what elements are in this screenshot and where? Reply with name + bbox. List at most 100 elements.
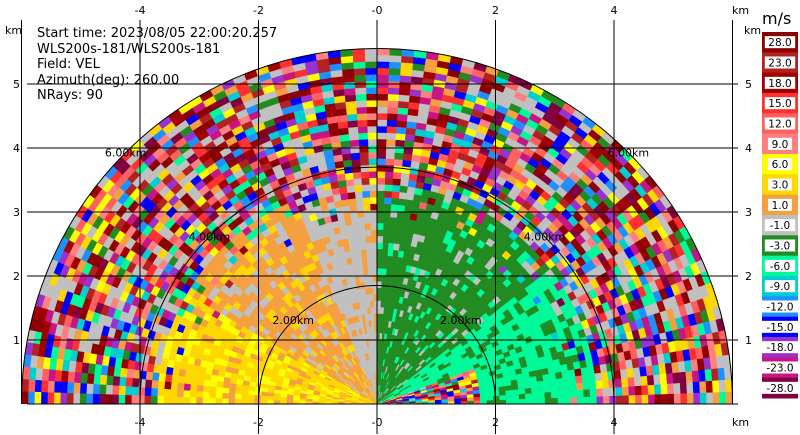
velocity-gate-2555	[365, 235, 372, 244]
velocity-gate-107	[712, 379, 720, 393]
velocity-gate-4932	[131, 395, 139, 404]
velocity-gate-2347	[393, 158, 403, 167]
velocity-gate-2552	[366, 255, 373, 263]
velocity-gate-2625	[349, 139, 360, 148]
velocity-gate-42	[648, 394, 656, 404]
velocity-gate-2672	[347, 191, 356, 200]
velocity-gate-2583	[352, 54, 366, 63]
velocity-gate-2519	[366, 112, 378, 121]
velocity-gate-2616	[355, 197, 364, 205]
velocity-gate-2490	[373, 300, 378, 308]
velocity-gate-198	[587, 373, 596, 382]
velocity-gate-4763	[158, 373, 167, 382]
y-tick-label-right-2: 2	[745, 270, 752, 283]
velocity-gate-4703	[191, 371, 200, 380]
velocity-gate-2343	[391, 184, 401, 193]
velocity-gate-2675	[344, 172, 354, 181]
velocity-gate-2615	[355, 203, 364, 212]
velocity-gate-2382	[380, 287, 386, 295]
velocity-gate-2493	[372, 280, 378, 288]
velocity-gate-2325	[383, 300, 389, 308]
velocity-gate-4874	[150, 387, 159, 397]
velocity-gate-2514	[367, 145, 378, 153]
velocity-gate-2545	[369, 300, 374, 308]
velocity-gate-21	[512, 398, 520, 404]
velocity-gate-2399	[384, 177, 394, 186]
velocity-gate-4834	[54, 369, 63, 383]
velocity-gate-2418	[388, 54, 402, 63]
velocity-gate-2529	[364, 48, 378, 56]
velocity-gate-2569	[358, 145, 369, 153]
velocity-gate-159	[691, 369, 700, 383]
velocity-gate-2410	[386, 106, 398, 115]
velocity-gate-2584	[351, 48, 366, 57]
velocity-gate-4920	[208, 397, 216, 404]
velocity-gate-2337	[388, 223, 397, 231]
velocity-gate-4756	[203, 379, 211, 387]
velocity-gate-2413	[387, 87, 400, 95]
velocity-gate-4798	[286, 394, 294, 399]
range-ring-label-east-4: 4.00km	[524, 230, 566, 243]
velocity-gate-2570	[358, 138, 369, 147]
velocity-gate-2287	[398, 191, 407, 200]
velocity-gate-4918	[221, 398, 229, 404]
velocity-gate-4861	[234, 393, 242, 400]
velocity-gate-4802	[260, 391, 268, 397]
velocity-gate-2516	[367, 132, 378, 140]
velocity-gate-2579	[354, 80, 367, 89]
velocity-gate-4890	[47, 380, 55, 393]
velocity-gate-2506	[369, 196, 378, 204]
velocity-gate-109	[724, 378, 733, 393]
velocity-gate-2497	[371, 255, 378, 263]
velocity-gate-2341	[390, 197, 399, 205]
velocity-gate-4827	[99, 374, 108, 386]
velocity-gate-162	[711, 367, 719, 381]
velocity-gate-2521	[366, 99, 378, 108]
velocity-gate-4813	[189, 384, 198, 392]
velocity-gate-140	[569, 382, 578, 391]
velocity-gate-47	[680, 392, 688, 404]
velocity-gate-2436	[376, 293, 382, 301]
velocity-gate-96	[641, 384, 649, 396]
velocity-gate-4750	[241, 384, 250, 391]
velocity-gate-2390	[382, 235, 389, 244]
velocity-gate-2333	[387, 249, 394, 257]
velocity-gate-2334	[387, 242, 395, 250]
velocity-gate-2665	[353, 236, 361, 245]
velocity-gate-2377	[379, 319, 384, 327]
velocity-gate-2335	[388, 236, 395, 244]
velocity-gate-2289	[399, 178, 409, 187]
velocity-gate-2671	[347, 198, 357, 206]
velocity-gate-45	[667, 393, 675, 404]
velocity-gate-33	[589, 396, 598, 404]
velocity-gate-54	[725, 391, 733, 404]
velocity-gate-4805	[241, 389, 249, 396]
velocity-gate-87	[583, 388, 591, 398]
velocity-gate-144	[595, 380, 603, 389]
velocity-gate-2667	[351, 223, 360, 232]
velocity-gate-2224	[398, 243, 406, 252]
velocity-gate-4933	[124, 394, 132, 404]
velocity-gate-152	[646, 374, 655, 386]
velocity-gate-78	[525, 392, 533, 400]
velocity-gate-4760	[177, 375, 186, 384]
velocity-gate-4800	[273, 392, 281, 398]
velocity-gate-2361	[399, 68, 413, 77]
velocity-gate-75	[505, 394, 513, 400]
velocity-gate-104	[692, 381, 701, 394]
velocity-gate-97	[647, 384, 656, 395]
velocity-gate-133	[524, 387, 532, 394]
velocity-gate-4808	[222, 387, 230, 394]
velocity-gate-4937	[98, 394, 106, 404]
velocity-gate-4865	[208, 392, 217, 399]
velocity-gate-2666	[352, 230, 360, 238]
velocity-gate-70	[473, 396, 481, 401]
velocity-gate-2323	[382, 313, 387, 321]
velocity-gate-2416	[388, 67, 401, 76]
velocity-gate-4830	[80, 372, 88, 384]
velocity-gate-4806	[234, 388, 243, 395]
velocity-gate-4801	[267, 392, 275, 398]
velocity-gate-29	[564, 396, 572, 404]
velocity-gate-2508	[369, 183, 378, 192]
velocity-gate-4707	[165, 366, 174, 376]
